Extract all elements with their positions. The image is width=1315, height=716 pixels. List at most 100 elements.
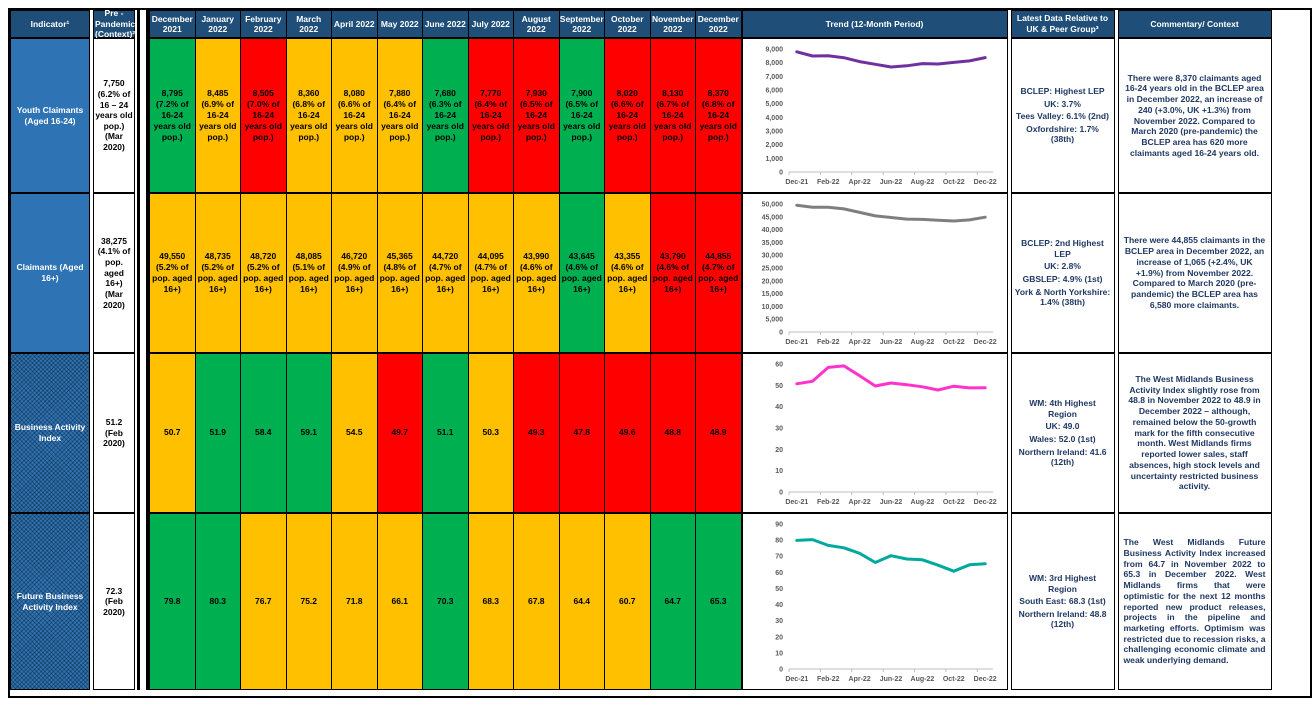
cell-value: 43,645 xyxy=(568,250,595,261)
month-value-cell: 64.7 xyxy=(649,513,696,690)
month-header: August 2022 xyxy=(513,10,560,38)
latest-data-cell: BCLEP: Highest LEP UK: 3.7% Tees Valley: 6… xyxy=(1010,38,1115,193)
month-value-cell: 8,020 (6.6% of 16-24 years old pop.) xyxy=(604,38,651,193)
svg-text:35,000: 35,000 xyxy=(761,240,783,247)
svg-text:50: 50 xyxy=(775,586,783,593)
latest-data-line: BCLEP: Highest LEP xyxy=(1020,85,1105,96)
cell-note: (7.0% of 16-24 years old pop.) xyxy=(244,98,282,143)
cell-value: 49.7 xyxy=(391,427,409,438)
cell-value: 48,735 xyxy=(204,250,231,261)
svg-text:Aug-22: Aug-22 xyxy=(910,499,934,506)
month-cells: 79.8 80.3 76.7 75.2 71.8 66.1 70.3 68.3 67.8 64.4… xyxy=(149,513,742,690)
svg-text:0: 0 xyxy=(779,330,783,337)
svg-text:Aug-22: Aug-22 xyxy=(910,179,934,186)
month-value-cell: 7,930 (6.5% of 16-24 years old pop.) xyxy=(513,38,560,193)
cell-note: (4.7% of pop. aged 16+) xyxy=(425,261,466,295)
month-value-cell: 80.3 xyxy=(194,513,241,690)
svg-text:Dec-21: Dec-21 xyxy=(785,339,808,346)
month-value-cell: 43,790 (4.6% of pop. aged 16+) xyxy=(649,193,696,353)
table-row: Claimants (Aged 16+) 38,275 (4.1% of pop… xyxy=(10,193,1310,353)
latest-data-line: Northern Ireland: 41.6 (12th) xyxy=(1018,446,1107,468)
cell-note: (6.6% of 16-24 years old pop.) xyxy=(608,98,646,143)
svg-text:Jun-22: Jun-22 xyxy=(879,179,902,186)
cell-value: 51.1 xyxy=(436,427,454,438)
svg-text:7,000: 7,000 xyxy=(765,74,783,81)
month-value-cell: 47.8 xyxy=(558,353,605,513)
month-header: March 2022 xyxy=(285,10,332,38)
cell-value: 58.4 xyxy=(254,427,272,438)
pre-pandemic-value: 7,750 xyxy=(103,78,125,89)
commentary-cell: There were 44,855 claimants in the BCLEP… xyxy=(1117,193,1272,353)
cell-note: (7.2% of 16-24 years old pop.) xyxy=(153,98,191,143)
cell-value: 7,770 xyxy=(480,87,502,98)
latest-data-line: South East: 68.3 (1st) xyxy=(1019,596,1106,607)
cell-value: 50.7 xyxy=(163,427,181,438)
cell-value: 48,085 xyxy=(295,250,322,261)
cell-note: (4.7% of pop. aged 16+) xyxy=(470,261,511,295)
month-value-cell: 8,130 (6.7% of 16-24 years old pop.) xyxy=(649,38,696,193)
svg-text:20,000: 20,000 xyxy=(761,278,783,285)
divider-column xyxy=(137,513,149,690)
cell-note: (4.6% of pop. aged 16+) xyxy=(652,261,693,295)
svg-text:1,000: 1,000 xyxy=(765,156,783,163)
svg-text:50: 50 xyxy=(775,383,783,390)
month-header: September 2022 xyxy=(558,10,605,38)
month-header: December 2022 xyxy=(695,10,742,38)
latest-data-line: WM: 3rd Highest Region xyxy=(1028,572,1097,594)
svg-text:Dec-22: Dec-22 xyxy=(973,339,996,346)
cell-note: (4.6% of pop. aged 16+) xyxy=(607,261,648,295)
month-value-cell: 48,720 (5.2% of pop. aged 16+) xyxy=(240,193,287,353)
trend-column-header: Trend (12-Month Period) xyxy=(741,10,1008,38)
svg-text:Apr-22: Apr-22 xyxy=(848,676,870,683)
svg-text:Aug-22: Aug-22 xyxy=(910,676,934,683)
latest-data-line: BCLEP: 2nd Highest LEP xyxy=(1021,238,1104,259)
month-header: February 2022 xyxy=(240,10,287,38)
svg-text:0: 0 xyxy=(779,170,783,177)
cell-value: 49,550 xyxy=(159,250,186,261)
month-value-cell: 43,645 (4.6% of pop. aged 16+) xyxy=(558,193,605,353)
cell-note: (6.5% of 16-24 years old pop.) xyxy=(563,98,601,143)
svg-text:8,000: 8,000 xyxy=(765,60,783,67)
cell-value: 8,360 xyxy=(298,87,320,98)
month-value-cell: 8,505 (7.0% of 16-24 years old pop.) xyxy=(240,38,287,193)
month-value-cell: 68.3 xyxy=(467,513,514,690)
month-cells: 8,795 (7.2% of 16-24 years old pop.) 8,485… xyxy=(149,38,742,193)
cell-note: (5.2% of pop. aged 16+) xyxy=(243,261,284,295)
cell-value: 70.3 xyxy=(436,595,454,606)
cell-value: 8,505 xyxy=(252,87,274,98)
month-value-cell: 49,550 (5.2% of pop. aged 16+) xyxy=(149,193,196,353)
cell-note: (4.9% of pop. aged 16+) xyxy=(334,261,375,295)
svg-text:Jun-22: Jun-22 xyxy=(879,676,902,683)
month-value-cell: 8,795 (7.2% of 16-24 years old pop.) xyxy=(149,38,196,193)
month-value-cell: 44,855 (4.7% of pop. aged 16+) xyxy=(695,193,742,353)
cell-note: (6.9% of 16-24 years old pop.) xyxy=(199,98,237,143)
latest-data-line: UK: 2.8% xyxy=(1044,261,1081,272)
pre-pandemic-date: (Feb 2020) xyxy=(103,596,125,617)
month-value-cell: 51.9 xyxy=(194,353,241,513)
svg-text:Apr-22: Apr-22 xyxy=(848,499,870,506)
month-value-cell: 45,365 (4.8% of pop. aged 16+) xyxy=(376,193,423,353)
month-value-cell: 48,085 (5.1% of pop. aged 16+) xyxy=(285,193,332,353)
cell-value: 50.3 xyxy=(482,427,500,438)
cell-value: 7,900 xyxy=(571,87,593,98)
pre-pandemic-cell: 7,750 (6.2% of 16 – 24 years old pop.) (… xyxy=(93,38,135,193)
cell-note: (4.6% of pop. aged 16+) xyxy=(516,261,557,295)
pre-pandemic-note: (6.2% of 16 – 24 years old pop.) xyxy=(95,88,133,131)
svg-text:20: 20 xyxy=(775,634,783,641)
cell-value: 66.1 xyxy=(391,595,409,606)
month-header: December 2021 xyxy=(149,10,196,38)
month-value-cell: 7,900 (6.5% of 16-24 years old pop.) xyxy=(558,38,605,193)
cell-value: 44,855 xyxy=(705,250,732,261)
trend-cell: 50,000 45,000 40,000 35,000 30,000 25,000 20,0… xyxy=(741,193,1008,353)
indicator-column-header: Indicator¹ xyxy=(10,10,90,38)
svg-text:90: 90 xyxy=(775,522,783,529)
svg-text:Feb-22: Feb-22 xyxy=(816,499,839,506)
cell-note: (4.6% of pop. aged 16+) xyxy=(561,261,602,295)
cell-note: (6.7% of 16-24 years old pop.) xyxy=(654,98,692,143)
cell-value: 49.6 xyxy=(618,427,636,438)
cell-note: (5.1% of pop. aged 16+) xyxy=(288,261,329,295)
cell-value: 48,720 xyxy=(250,250,277,261)
cell-value: 64.7 xyxy=(664,595,682,606)
